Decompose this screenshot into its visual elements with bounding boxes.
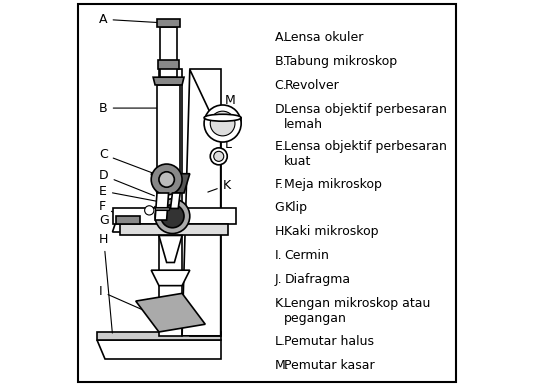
Text: J: J — [197, 217, 226, 230]
Text: F.: F. — [274, 178, 284, 191]
Text: A.: A. — [274, 31, 287, 44]
Text: Kaki mikroskop: Kaki mikroskop — [285, 225, 379, 239]
Circle shape — [204, 105, 241, 142]
Polygon shape — [153, 77, 184, 85]
Polygon shape — [136, 293, 205, 332]
Polygon shape — [157, 85, 180, 174]
Polygon shape — [155, 207, 169, 210]
Text: D: D — [99, 169, 154, 196]
Polygon shape — [151, 270, 190, 286]
Text: H: H — [99, 233, 112, 333]
Text: Revolver: Revolver — [285, 79, 339, 92]
Text: Lensa objektif perbesaran
lemah: Lensa objektif perbesaran lemah — [285, 103, 447, 131]
Polygon shape — [151, 174, 190, 193]
Text: Lensa okuler: Lensa okuler — [285, 31, 364, 44]
Circle shape — [155, 199, 190, 234]
Polygon shape — [97, 332, 221, 340]
Polygon shape — [158, 60, 179, 69]
Text: Pemutar halus: Pemutar halus — [285, 335, 374, 348]
Text: Tabung mikroskop: Tabung mikroskop — [285, 55, 397, 68]
Text: Meja mikroskop: Meja mikroskop — [285, 178, 382, 191]
Text: J.: J. — [274, 273, 282, 286]
Circle shape — [161, 205, 184, 228]
Text: I.: I. — [274, 249, 282, 262]
Polygon shape — [170, 193, 180, 208]
Text: B.: B. — [274, 55, 287, 68]
Text: C.: C. — [274, 79, 287, 92]
Text: E.: E. — [274, 140, 287, 153]
Ellipse shape — [204, 114, 241, 121]
Polygon shape — [97, 340, 221, 359]
Polygon shape — [159, 235, 182, 262]
Text: I: I — [99, 285, 164, 319]
Text: H.: H. — [274, 225, 288, 239]
Circle shape — [210, 111, 235, 136]
Text: Klip: Klip — [285, 201, 308, 215]
Circle shape — [214, 151, 224, 161]
Text: L: L — [219, 138, 232, 154]
Text: M: M — [223, 94, 235, 112]
Polygon shape — [160, 27, 177, 77]
Text: K: K — [208, 179, 231, 192]
Text: A: A — [99, 13, 166, 26]
Text: Pemutar kasar: Pemutar kasar — [285, 359, 375, 372]
Circle shape — [159, 172, 175, 187]
Text: Lengan mikroskop atau
pegangan: Lengan mikroskop atau pegangan — [285, 297, 431, 325]
Polygon shape — [190, 69, 221, 336]
Text: M.: M. — [274, 359, 289, 372]
Circle shape — [210, 148, 227, 165]
Polygon shape — [113, 208, 236, 224]
Text: Cermin: Cermin — [285, 249, 329, 262]
Text: K.: K. — [274, 297, 287, 310]
Circle shape — [151, 164, 182, 195]
Polygon shape — [157, 19, 180, 27]
Text: F: F — [99, 200, 118, 215]
Circle shape — [145, 206, 154, 215]
Text: Diafragma: Diafragma — [285, 273, 350, 286]
Polygon shape — [182, 69, 221, 336]
Text: D.: D. — [274, 103, 288, 116]
Text: G: G — [274, 201, 285, 215]
Text: E: E — [99, 185, 171, 204]
Text: C: C — [99, 148, 162, 176]
Polygon shape — [159, 69, 182, 336]
Text: B: B — [99, 102, 166, 115]
Polygon shape — [155, 193, 169, 220]
Text: Lensa objektif perbesaran
kuat: Lensa objektif perbesaran kuat — [285, 140, 447, 168]
Text: L.: L. — [274, 335, 286, 348]
Polygon shape — [120, 224, 229, 235]
Text: G: G — [99, 213, 117, 227]
Polygon shape — [116, 216, 139, 224]
